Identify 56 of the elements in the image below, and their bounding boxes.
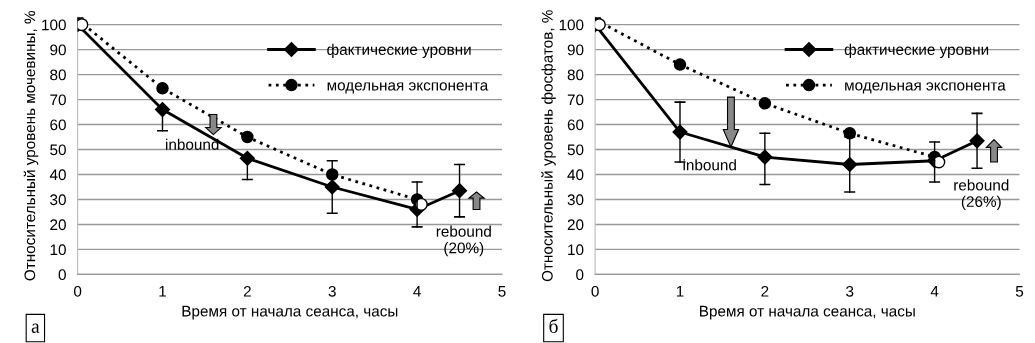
legend-label: фактические уровни [327,43,471,58]
y-tick-label: 90 [567,44,584,56]
y-tick-label: 60 [50,119,66,131]
x-tick-label: 5 [498,286,506,297]
x-tick-label: 4 [930,286,939,297]
point [239,150,255,166]
y-tick-label: 70 [567,94,584,106]
y-tick-label: 70 [50,94,66,106]
annotation: inbound [683,159,736,171]
point [842,156,858,173]
x-tick-label: 0 [73,285,82,297]
y-tick-label: 30 [50,194,66,206]
x-tick-label: 2 [761,285,769,297]
x-tick-label: 5 [1015,286,1024,297]
y-tick-label: 10 [568,244,584,256]
x-tick-label: 3 [328,285,336,297]
x-tick-label: 4 [413,286,421,297]
point [241,130,254,144]
y-tick-label: 20 [567,219,584,231]
y-tick-label: 0 [576,269,584,281]
x-tick-label: 1 [159,286,166,297]
y-axis-title: Относительный уровень фосфатов, % [541,10,556,282]
annotation: inbound [166,138,219,150]
y-tick-label: 90 [50,44,66,56]
legend-label: модельная экспонента [845,82,1006,94]
point [156,82,169,95]
y-tick-label: 50 [50,144,66,156]
point [758,97,772,110]
point [451,183,468,199]
legend-label: фактические уровни [844,43,989,58]
x-axis-title: Время от начала сеанса, часы [182,305,398,320]
x-tick-label: 1 [676,286,684,297]
y-tick-label: 0 [58,269,66,281]
x-axis-title: Время от начала сеанса, часы [700,305,915,320]
y-tick-label: 100 [559,19,584,31]
legend-label: модельная экспонента [327,82,489,94]
y-tick-label: 40 [567,169,584,181]
y-tick-label: 10 [50,244,66,256]
x-tick-label: 0 [591,285,599,297]
y-tick-label: 80 [567,69,584,81]
y-tick-label: 60 [567,119,584,131]
y-tick-label: 20 [50,219,66,231]
y-tick-label: 80 [50,69,66,81]
annotation: rebound (26%) [954,179,1009,210]
point [673,58,687,71]
y-tick-label: 50 [567,144,584,156]
y-axis-title: Относительный уровень мочевины, % [23,10,39,281]
y-tick-label: 30 [567,194,584,206]
point [324,179,340,195]
x-tick-label: 2 [243,285,251,297]
y-tick-label: 100 [42,19,66,31]
text: б [549,318,558,333]
x-tick-label: 3 [846,285,854,297]
y-tick-label: 40 [49,169,66,181]
annotation: rebound (20%) [436,225,491,257]
text: а [31,323,40,333]
